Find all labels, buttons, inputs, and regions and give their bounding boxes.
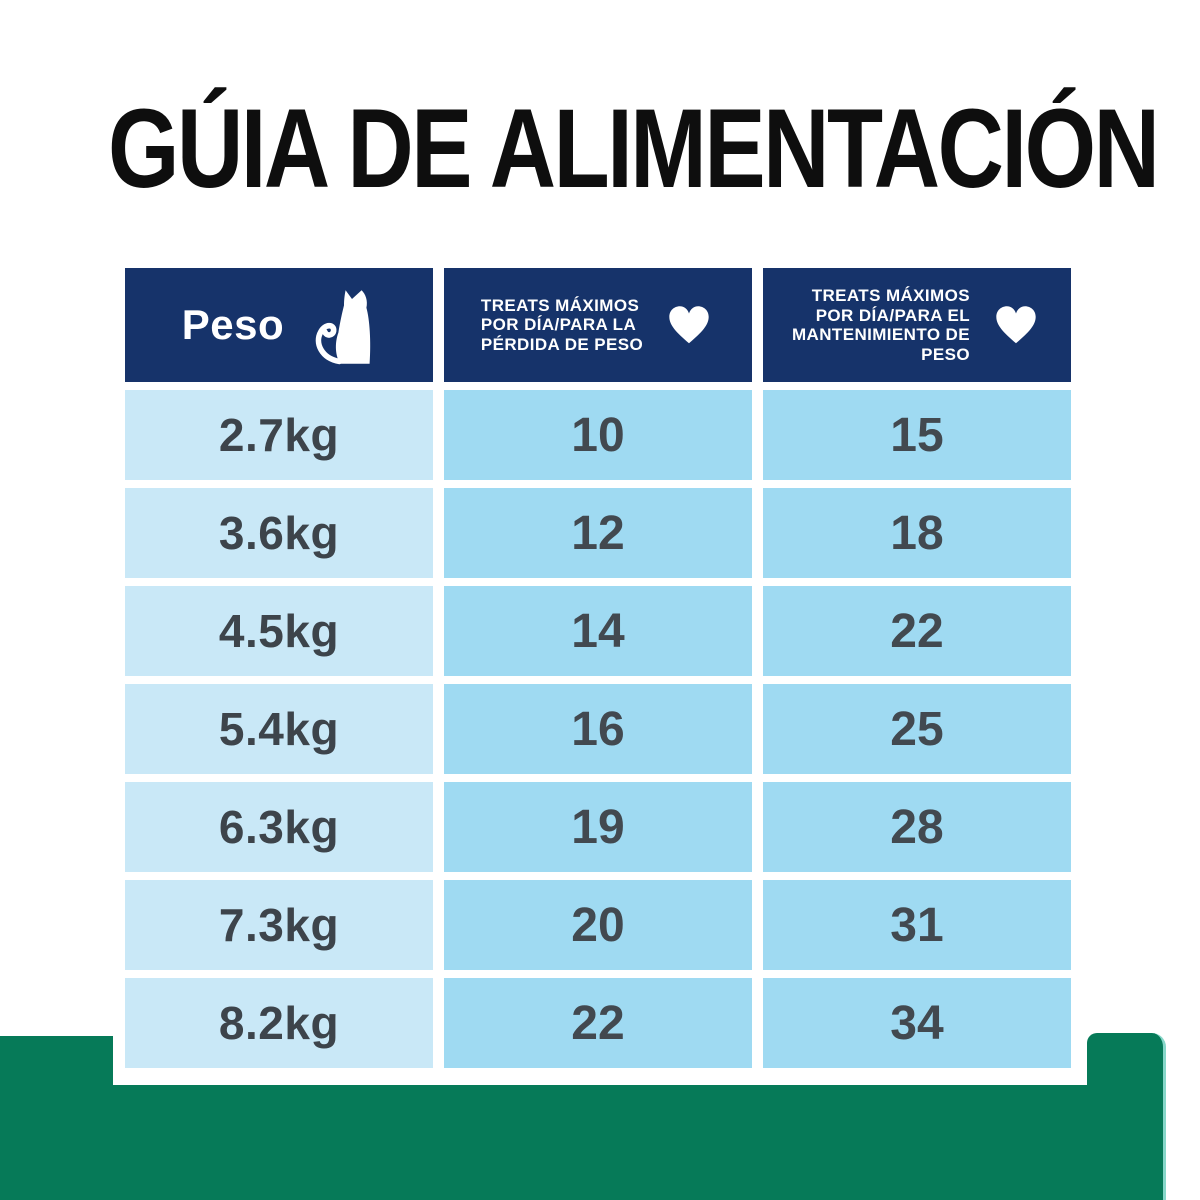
table-row-weight: 6.3kg	[125, 782, 433, 872]
cat-icon	[315, 290, 371, 365]
table-row-loss-value: 20	[444, 880, 752, 970]
table-row-loss-value: 12	[444, 488, 752, 578]
table-row-loss-value: 19	[444, 782, 752, 872]
table-row-maintenance-value: 34	[763, 978, 1071, 1068]
table-row-maintenance-value: 18	[763, 488, 1071, 578]
table-row-loss-value: 14	[444, 586, 752, 676]
header-cell-weight: Peso	[125, 268, 433, 382]
table-row-weight: 5.4kg	[125, 684, 433, 774]
table-row-loss-value: 22	[444, 978, 752, 1068]
table-row-weight: 4.5kg	[125, 586, 433, 676]
header-cell-weight-loss: TREATS MÁXIMOS POR DÍA/PARA LA PÉRDIDA D…	[444, 268, 752, 382]
table-row-maintenance-value: 31	[763, 880, 1071, 970]
table-row-loss-value: 10	[444, 390, 752, 480]
green-footer-band	[0, 1085, 1166, 1200]
weight-maintenance-column-label: TREATS MÁXIMOS POR DÍA/PARA EL MANTENIMI…	[792, 286, 970, 364]
page-title: GÚIA DE ALIMENTACIÓN	[108, 86, 1160, 211]
table-row-weight: 3.6kg	[125, 488, 433, 578]
weight-column-label: Peso	[181, 301, 285, 348]
table-row-maintenance-value: 22	[763, 586, 1071, 676]
table-row-weight: 2.7kg	[125, 390, 433, 480]
heart-icon	[669, 306, 709, 344]
weight-loss-column-label: TREATS MÁXIMOS POR DÍA/PARA LA PÉRDIDA D…	[480, 295, 644, 354]
green-footer-band-tab	[1087, 1033, 1166, 1095]
table-row-maintenance-value: 28	[763, 782, 1071, 872]
table-row-maintenance-value: 15	[763, 390, 1071, 480]
feeding-guide-table: Peso TREATS MÁXIMOS POR DÍA/PARA LA PÉRD…	[125, 268, 1071, 1068]
heart-icon	[996, 306, 1036, 344]
table-row-loss-value: 16	[444, 684, 752, 774]
table-row-weight: 8.2kg	[125, 978, 433, 1068]
table-row-weight: 7.3kg	[125, 880, 433, 970]
header-cell-weight-maintenance: TREATS MÁXIMOS POR DÍA/PARA EL MANTENIMI…	[763, 268, 1071, 382]
green-footer-band-left	[0, 1036, 113, 1096]
table-row-maintenance-value: 25	[763, 684, 1071, 774]
